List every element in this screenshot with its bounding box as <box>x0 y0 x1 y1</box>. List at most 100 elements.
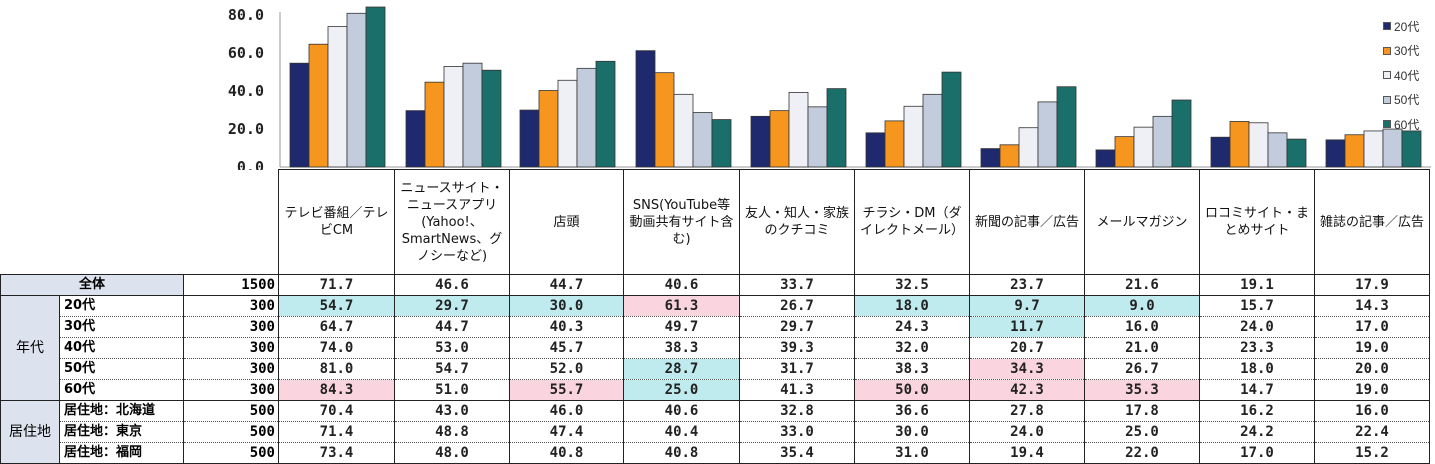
column-header: 友人・知人・家族のクチコミ <box>739 169 855 275</box>
table-cell: 40.6 <box>623 274 740 296</box>
legend-item: 30代 <box>1383 39 1419 64</box>
table-cell: 64.7 <box>278 316 395 338</box>
bar <box>1056 86 1077 168</box>
table-cell: 54.7 <box>278 295 395 317</box>
table-cell: 42.3 <box>969 379 1085 401</box>
y-tick-label: 80.0 <box>228 6 264 24</box>
column-header: 店頭 <box>509 169 624 275</box>
table-cell: 18.0 <box>854 295 970 317</box>
table-cell: 26.7 <box>739 295 855 317</box>
column-header: SNS(YouTube等動画共有サイト含む) <box>623 169 740 275</box>
table-cell: 21.6 <box>1084 274 1200 296</box>
bar <box>884 120 905 168</box>
legend-swatch <box>1383 71 1391 80</box>
bar <box>903 105 924 168</box>
sample-size: 500 <box>183 421 279 443</box>
table-cell: 20.0 <box>1314 358 1430 380</box>
table-cell: 30.0 <box>854 421 970 443</box>
table-cell: 43.0 <box>394 400 510 422</box>
table-cell: 20.7 <box>969 337 1085 359</box>
bar <box>1133 126 1154 168</box>
table-cell: 53.0 <box>394 337 510 359</box>
table-cell: 40.4 <box>623 421 740 443</box>
sample-size: 300 <box>183 337 279 359</box>
bar <box>1018 127 1039 168</box>
row-label: 居住地：北海道 <box>59 400 184 422</box>
table-cell: 44.7 <box>394 316 510 338</box>
data-table: テレビ番組／テレビCM ニュースサイト・ニュースアプリ(Yahoo!、SmartN… <box>0 169 1430 464</box>
table-cell: 71.7 <box>278 274 395 296</box>
sample-size: 1500 <box>183 274 279 296</box>
table-cell: 74.0 <box>278 337 395 359</box>
table-cell: 71.4 <box>278 421 395 443</box>
table-cell: 44.7 <box>509 274 624 296</box>
table-cell: 40.8 <box>509 442 624 464</box>
table-cell: 32.8 <box>739 400 855 422</box>
table-cell: 30.0 <box>509 295 624 317</box>
sample-size: 300 <box>183 358 279 380</box>
table-cell: 19.4 <box>969 442 1085 464</box>
table-cell: 40.3 <box>509 316 624 338</box>
column-header: メールマガジン <box>1084 169 1200 275</box>
legend-swatch <box>1383 95 1391 104</box>
bar <box>1344 134 1365 168</box>
bar <box>1152 115 1173 168</box>
bar <box>711 119 732 168</box>
table-cell: 9.0 <box>1084 295 1200 317</box>
table-cell: 34.3 <box>969 358 1085 380</box>
legend-item: 50代 <box>1383 88 1419 113</box>
table-cell: 16.0 <box>1314 400 1430 422</box>
table-cell: 24.0 <box>969 421 1085 443</box>
bar <box>1229 121 1250 168</box>
row-label: 居住地：東京 <box>59 421 184 443</box>
table-cell: 39.3 <box>739 337 855 359</box>
table-cell: 18.0 <box>1199 358 1315 380</box>
table-cell: 27.8 <box>969 400 1085 422</box>
table-cell: 47.4 <box>509 421 624 443</box>
table-cell: 15.7 <box>1199 295 1315 317</box>
table-cell: 19.0 <box>1314 337 1430 359</box>
table-cell: 19.0 <box>1314 379 1430 401</box>
table-cell: 22.0 <box>1084 442 1200 464</box>
total-label: 全体 <box>0 274 184 296</box>
bar <box>557 79 578 168</box>
bar <box>1325 139 1346 168</box>
row-label: 40代 <box>59 337 184 359</box>
row-label: 30代 <box>59 316 184 338</box>
bar <box>1363 130 1384 168</box>
bar <box>576 67 597 168</box>
column-header: ロコミサイト・まとめサイト <box>1199 169 1315 275</box>
table-cell: 35.4 <box>739 442 855 464</box>
bar <box>346 12 367 168</box>
bar <box>308 43 329 168</box>
legend-label: 60代 <box>1394 117 1420 132</box>
table-cell: 25.0 <box>623 379 740 401</box>
table-cell: 17.9 <box>1314 274 1430 296</box>
table-cell: 52.0 <box>509 358 624 380</box>
legend-label: 40代 <box>1394 68 1420 83</box>
bar <box>980 148 1001 168</box>
y-tick-label: 40.0 <box>228 82 264 100</box>
bar <box>538 90 559 168</box>
bar <box>654 72 675 168</box>
table-cell: 73.4 <box>278 442 395 464</box>
legend-swatch <box>1383 120 1391 129</box>
table-cell: 29.7 <box>394 295 510 317</box>
row-label: 60代 <box>59 379 184 401</box>
bar <box>922 93 943 168</box>
table-cell: 49.7 <box>623 316 740 338</box>
bar <box>865 132 886 168</box>
header-blank <box>1 170 60 275</box>
table-cell: 84.3 <box>278 379 395 401</box>
legend-label: 30代 <box>1394 44 1420 59</box>
table-cell: 40.6 <box>623 400 740 422</box>
sample-size: 500 <box>183 400 279 422</box>
bar <box>424 81 445 168</box>
table-cell: 48.0 <box>394 442 510 464</box>
column-header: 雑誌の記事／広告 <box>1314 169 1430 275</box>
bar <box>1286 138 1307 168</box>
legend-item: 20代 <box>1383 14 1419 39</box>
table-cell: 21.0 <box>1084 337 1200 359</box>
table-cell: 28.7 <box>623 358 740 380</box>
bar-series <box>289 6 1422 168</box>
